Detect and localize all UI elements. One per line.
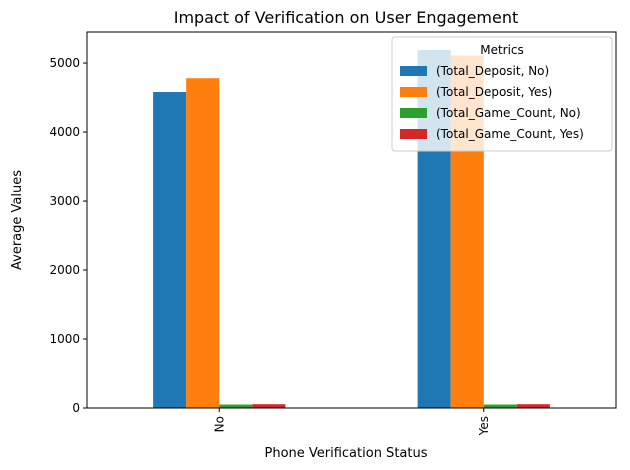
chart-title: Impact of Verification on User Engagemen… [174,8,519,27]
legend-label: (Total_Game_Count, Yes) [436,127,584,141]
legend-label: (Total_Deposit, Yes) [436,85,552,99]
bar-2-no [186,78,220,408]
legend-label: (Total_Game_Count, No) [436,106,581,120]
y-tick-label: 4000 [49,125,80,139]
legend-swatch [400,87,427,97]
bar-3-yes [483,404,517,408]
legend-label: (Total_Deposit, No) [436,64,549,78]
y-tick-label: 3000 [49,194,80,208]
legend-swatch [400,129,427,139]
y-tick-label: 2000 [49,263,80,277]
y-axis-label: Average Values [10,170,25,270]
y-tick-label: 1000 [49,332,80,346]
legend-swatch [400,108,427,118]
x-axis: No Yes [212,408,491,436]
y-tick-label: 5000 [49,56,80,70]
y-tick-label: 0 [72,401,80,415]
x-tick-label: Yes [477,416,491,436]
bar-1-no [153,92,187,409]
bar-3-no [219,404,253,408]
legend-title: Metrics [480,43,524,57]
y-axis: 0 1000 2000 3000 4000 5000 [49,56,87,415]
legend-box [391,36,613,152]
plot-frame [86,31,617,409]
x-axis-label: Phone Verification Status [264,446,427,461]
x-tick-label: No [212,416,226,432]
legend: Metrics (Total_Deposit, No) (Total_Deposit… [391,36,613,152]
legend-swatch [400,66,427,76]
bar-4-no [252,404,286,408]
bar-4-yes [516,404,550,408]
